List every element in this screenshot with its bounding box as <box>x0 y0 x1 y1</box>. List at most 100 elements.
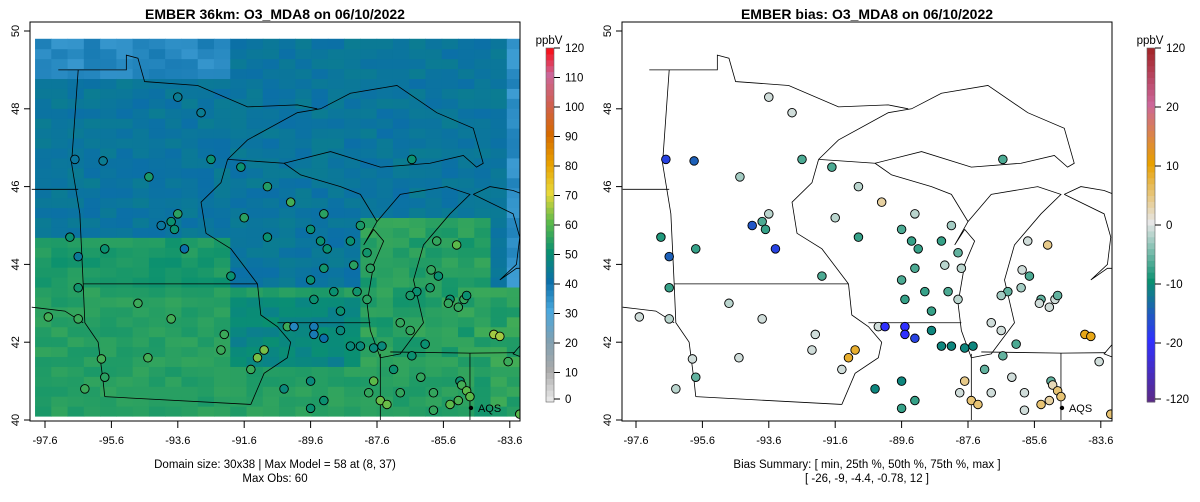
model-cell <box>458 346 475 358</box>
colorbar-segment <box>546 236 554 244</box>
model-cell <box>474 336 492 348</box>
model-cell <box>376 98 394 109</box>
station-marker <box>362 294 372 305</box>
model-cell <box>67 217 85 228</box>
model-cell <box>506 48 520 60</box>
boundary-line <box>662 69 675 284</box>
model-cell <box>262 148 280 159</box>
model-cell <box>148 157 166 169</box>
model-cell <box>458 197 475 209</box>
model-cell <box>197 197 215 209</box>
model-cell <box>425 346 443 358</box>
model-cell <box>458 78 475 89</box>
model-cell <box>344 217 361 228</box>
model-cell <box>279 38 296 50</box>
station-marker <box>656 232 666 242</box>
station-marker <box>179 244 190 254</box>
model-cell <box>165 197 182 209</box>
model-cell <box>100 207 117 219</box>
model-cell <box>490 68 508 79</box>
model-cell <box>51 376 69 387</box>
model-cell <box>246 58 264 70</box>
model-cell <box>311 177 329 189</box>
station-marker <box>495 331 505 342</box>
station-marker <box>309 294 319 305</box>
model-cell <box>376 356 394 367</box>
model-cell <box>344 157 361 169</box>
model-cell <box>425 88 443 99</box>
model-cell <box>327 68 345 79</box>
model-cell <box>100 58 117 70</box>
model-cell <box>490 237 508 248</box>
model-cell <box>295 277 313 288</box>
model-cell <box>213 366 231 377</box>
model-cell <box>376 316 394 328</box>
model-cell <box>230 48 248 60</box>
model-cell <box>181 336 199 348</box>
model-cell <box>441 386 459 397</box>
colorbar-segment <box>1147 390 1155 397</box>
model-cell <box>344 78 361 89</box>
model-cell <box>165 118 182 129</box>
station-marker <box>634 312 645 322</box>
model-cell <box>165 58 182 70</box>
model-cell <box>474 306 492 318</box>
station-marker <box>355 341 366 351</box>
model-cell <box>425 118 443 129</box>
model-cell <box>246 197 264 209</box>
model-cell <box>100 386 117 397</box>
station-marker <box>345 236 356 246</box>
model-cell <box>35 88 52 99</box>
colorbar-segment <box>546 272 554 279</box>
model-cell <box>441 227 459 238</box>
model-cell <box>360 336 378 348</box>
model-cell <box>35 356 52 367</box>
colorbar-segment <box>546 301 554 309</box>
model-cell <box>132 98 150 109</box>
model-cell <box>213 386 231 397</box>
model-cell <box>116 118 134 129</box>
model-cell <box>83 148 101 159</box>
station-marker <box>946 341 957 351</box>
model-cell <box>116 287 134 298</box>
x-tick-label: -83.6 <box>497 435 522 447</box>
model-cell <box>148 287 166 298</box>
model-cell <box>262 366 280 377</box>
station-marker <box>453 302 464 312</box>
x-tick-label: -97.6 <box>623 435 648 447</box>
model-cell <box>295 336 313 348</box>
model-cell <box>311 148 329 159</box>
model-cell <box>132 197 150 209</box>
station-marker <box>1106 409 1112 419</box>
model-cell <box>474 138 492 149</box>
model-cell <box>83 177 101 189</box>
station-marker <box>80 384 90 394</box>
model-cell <box>181 346 199 358</box>
model-cell <box>165 237 182 248</box>
model-cell <box>83 48 101 60</box>
model-cell <box>116 336 134 348</box>
model-cell <box>67 118 85 129</box>
boundary-line <box>200 159 258 285</box>
model-cell <box>148 207 166 219</box>
model-cell <box>409 177 426 189</box>
colorbar-segment <box>1147 207 1155 214</box>
model-cell <box>100 128 117 139</box>
model-cell <box>360 326 378 338</box>
model-cell <box>148 386 166 397</box>
model-cell <box>458 356 475 367</box>
model-cell <box>295 148 313 159</box>
model-cell <box>279 257 296 268</box>
model-cell <box>165 138 182 149</box>
model-cell <box>181 267 199 278</box>
model-cell <box>409 38 426 50</box>
model-cell <box>197 326 215 338</box>
colorbar-segment <box>1147 136 1155 143</box>
colorbar-segment <box>1147 213 1155 220</box>
model-cell <box>376 48 394 60</box>
model-cell <box>425 138 443 149</box>
model-cell <box>148 356 166 367</box>
model-cell <box>409 326 426 338</box>
model-cell <box>197 128 215 139</box>
colorbar-segment <box>1147 348 1155 356</box>
